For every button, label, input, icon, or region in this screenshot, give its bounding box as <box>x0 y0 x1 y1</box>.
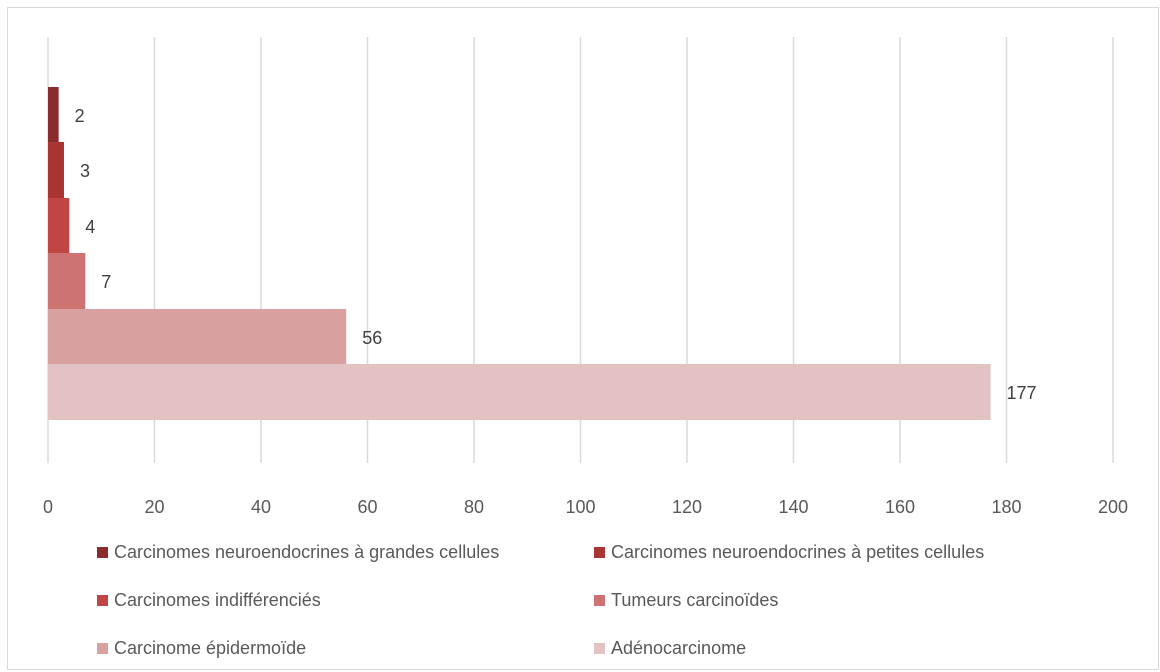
data-label: 2 <box>75 106 85 126</box>
x-tick-label: 40 <box>251 497 271 517</box>
data-label: 3 <box>80 161 90 181</box>
data-label: 56 <box>362 328 382 348</box>
x-tick-label: 60 <box>357 497 377 517</box>
x-tick-label: 200 <box>1098 497 1128 517</box>
x-tick-label: 20 <box>144 497 164 517</box>
bar <box>48 253 86 309</box>
bars <box>48 87 991 420</box>
x-tick-label: 180 <box>991 497 1021 517</box>
x-tick-label: 80 <box>464 497 484 517</box>
data-labels: 2 3 4 7 56 177 <box>75 106 1037 403</box>
x-tick-label: 160 <box>885 497 915 517</box>
data-label: 7 <box>101 272 111 292</box>
x-tick-label: 120 <box>672 497 702 517</box>
bar <box>48 364 991 420</box>
x-tick-label: 100 <box>565 497 595 517</box>
data-label: 177 <box>1007 383 1037 403</box>
x-axis-ticks: 0 20 40 60 80 100 120 140 160 180 200 <box>43 497 1128 517</box>
bar <box>48 198 70 254</box>
data-label: 4 <box>85 217 95 237</box>
bar <box>48 87 59 143</box>
bar <box>48 142 64 198</box>
x-tick-label: 140 <box>778 497 808 517</box>
bar <box>48 309 347 365</box>
x-tick-label: 0 <box>43 497 53 517</box>
